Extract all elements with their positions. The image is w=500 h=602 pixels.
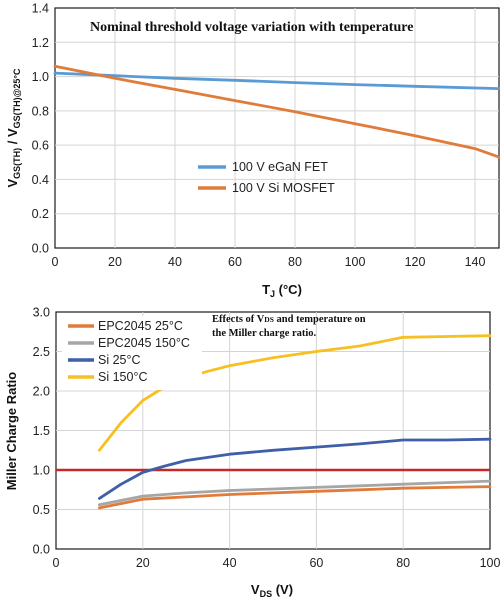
threshold-x-tick-label: 20 <box>108 255 122 269</box>
threshold-x-tick-label: 120 <box>405 255 426 269</box>
miller-ratio-chart: 0 20 40 60 80 100 0.0 0.5 1.0 1.5 2.0 2.5 3.0 Effec… <box>4 306 500 600</box>
miller-x-tick-label: 40 <box>223 556 237 570</box>
miller-x-tick-label: 60 <box>309 556 323 570</box>
threshold-x-tick-label: 80 <box>288 255 302 269</box>
legend-label-si-150c: Si 150°C <box>98 370 147 384</box>
threshold-chart-legend: 100 V eGaN FET 100 V Si MOSFET <box>198 160 335 195</box>
threshold-y-tick-label: 1.4 <box>32 2 49 16</box>
threshold-voltage-chart: 0 20 40 60 80 100 120 140 0.0 0.2 0.4 0.6 0.8 1.0 1.2… <box>5 2 500 299</box>
threshold-x-tick-label: 140 <box>465 255 486 269</box>
miller-y-tick-label: 0.5 <box>33 503 50 517</box>
threshold-y-tick-label: 0.4 <box>32 173 49 187</box>
threshold-chart-x-ticks: 0 20 40 60 80 100 120 140 <box>52 255 486 269</box>
miller-y-tick-label: 2.5 <box>33 345 50 359</box>
threshold-x-tick-label: 100 <box>345 255 366 269</box>
threshold-chart-y-axis-label: VGS(TH) / VGS(TH)@25°C <box>5 68 22 188</box>
threshold-y-tick-label: 0.0 <box>32 242 49 256</box>
threshold-chart-series <box>53 64 500 159</box>
threshold-y-tick-label: 0.2 <box>32 207 49 221</box>
series-line-100-v-si-mosfet <box>53 64 500 159</box>
miller-x-tick-label: 0 <box>53 556 60 570</box>
threshold-chart-title: Nominal threshold voltage variation with… <box>90 20 413 35</box>
threshold-y-tick-label: 1.2 <box>32 36 49 50</box>
threshold-x-tick-label: 60 <box>228 255 242 269</box>
threshold-chart-grid <box>55 8 499 248</box>
miller-chart-x-axis-label: VDS (V) <box>251 582 293 599</box>
threshold-y-tick-label: 0.8 <box>32 104 49 118</box>
miller-x-tick-label: 100 <box>480 556 500 570</box>
legend-label-epc2045-25c: EPC2045 25°C <box>98 319 183 333</box>
miller-chart-legend: EPC2045 25°C EPC2045 150°C Si 25°C Si 15… <box>62 316 202 390</box>
miller-chart-y-axis-label: Miller Charge Ratio <box>4 372 19 491</box>
threshold-chart-x-axis-label: TJ (°C) <box>262 282 302 299</box>
threshold-x-tick-label: 40 <box>168 255 182 269</box>
series-line-si-150-c <box>98 334 492 452</box>
miller-y-tick-label: 0.0 <box>33 543 50 557</box>
miller-chart-y-ticks: 0.0 0.5 1.0 1.5 2.0 2.5 3.0 <box>33 306 50 557</box>
miller-chart-series <box>98 334 492 510</box>
miller-chart-x-ticks: 0 20 40 60 80 100 <box>53 556 500 570</box>
legend-label-si-mosfet: 100 V Si MOSFET <box>232 181 335 195</box>
threshold-x-tick-label: 0 <box>52 255 59 269</box>
legend-label-si-25c: Si 25°C <box>98 353 141 367</box>
series-line-si-25-c <box>98 437 492 500</box>
threshold-chart-y-ticks: 0.0 0.2 0.4 0.6 0.8 1.0 1.2 1.4 <box>32 2 49 256</box>
miller-x-tick-label: 80 <box>396 556 410 570</box>
legend-label-egan: 100 V eGaN FET <box>232 160 328 174</box>
miller-chart-title-line1: Effects of VDS and temperature on <box>212 314 366 325</box>
miller-y-tick-label: 1.5 <box>33 424 50 438</box>
series-line-100-v-egan-fet <box>53 71 500 90</box>
miller-y-tick-label: 3.0 <box>33 306 50 320</box>
series-line-epc2045-150-c <box>98 479 492 507</box>
threshold-y-tick-label: 1.0 <box>32 70 49 84</box>
miller-chart-title-line2: the Miller charge ratio. <box>212 328 317 339</box>
threshold-y-tick-label: 0.6 <box>32 139 49 153</box>
miller-x-tick-label: 20 <box>136 556 150 570</box>
miller-y-tick-label: 1.0 <box>33 464 50 478</box>
miller-y-tick-label: 2.0 <box>33 385 50 399</box>
threshold-chart-plot-area <box>54 7 500 249</box>
series-line-epc2045-25-c <box>98 485 492 510</box>
legend-label-epc2045-150c: EPC2045 150°C <box>98 336 190 350</box>
